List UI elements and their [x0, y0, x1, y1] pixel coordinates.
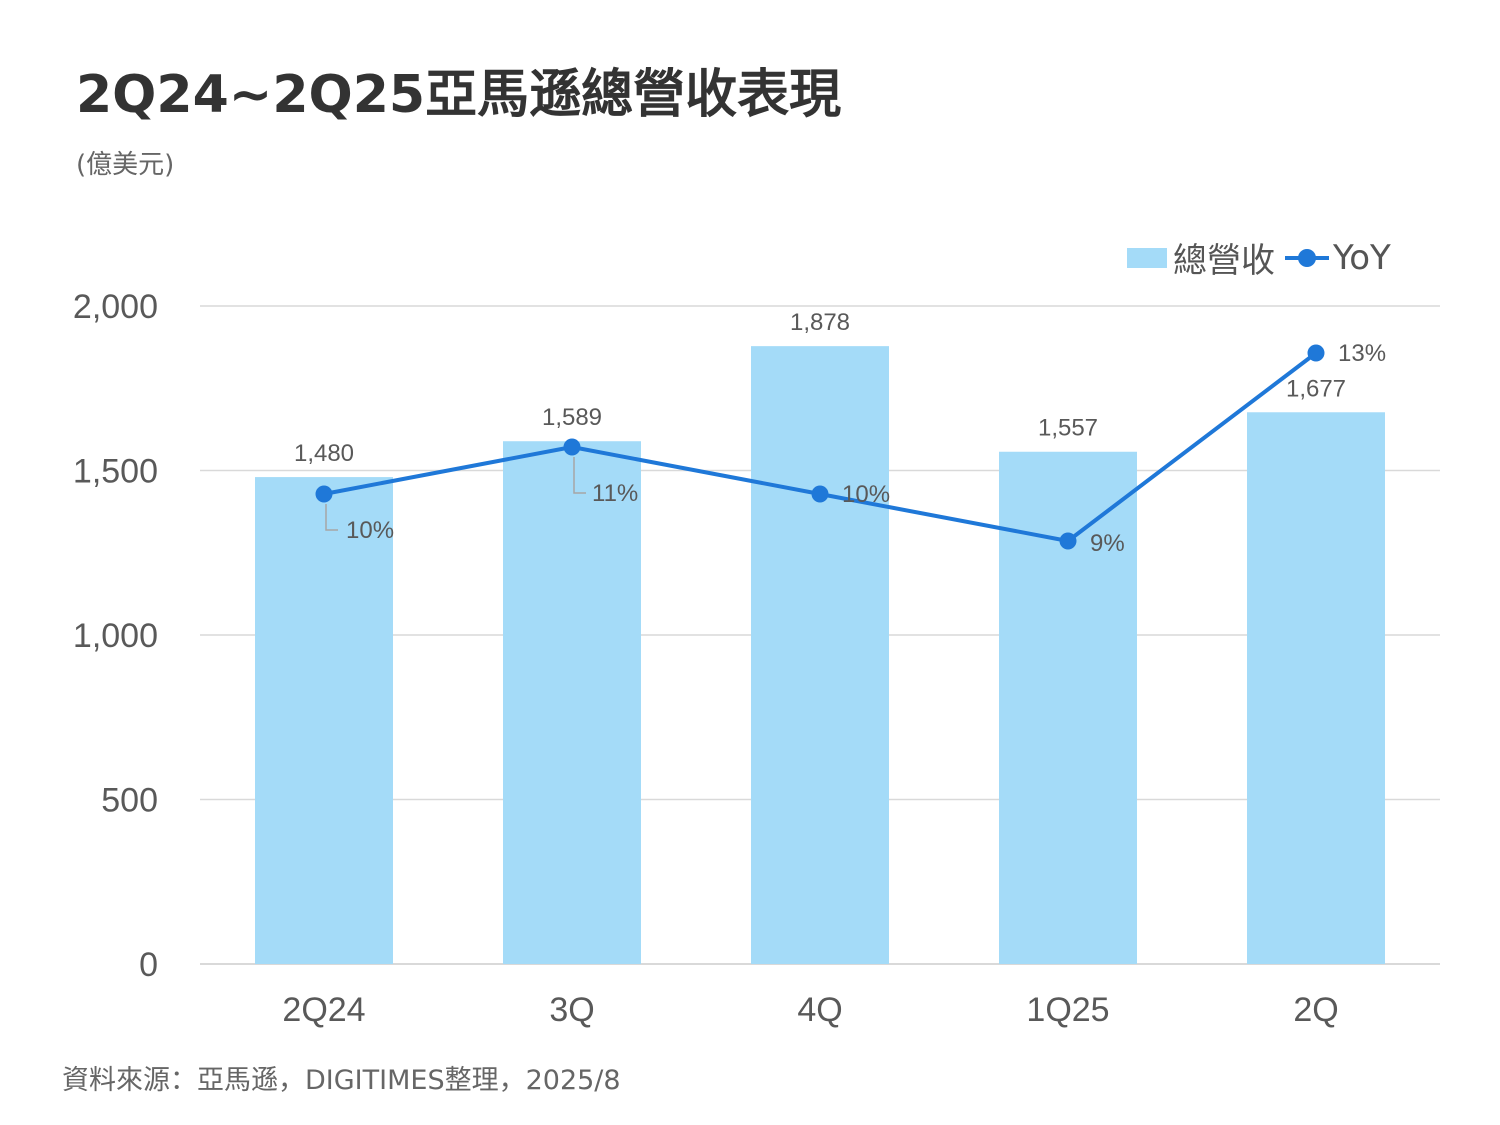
- revenue-bar: [751, 346, 889, 964]
- x-tick-label: 1Q25: [1026, 991, 1109, 1029]
- label-layer: 1,480 1,589 1,878 1,557 1,677 10% 11% 10% 9% 13%: [294, 309, 1386, 557]
- bar-value-label: 1,589: [542, 404, 602, 431]
- revenue-bar: [255, 477, 393, 964]
- yoy-label-leader: [325, 504, 338, 531]
- y-tick-label: 2,000: [73, 288, 158, 326]
- yoy-value-label: 9%: [1090, 530, 1125, 557]
- bar-value-label: 1,480: [294, 440, 354, 467]
- yoy-value-label: 10%: [842, 481, 890, 508]
- line-layer: [315, 344, 1325, 550]
- legend-bar-swatch: [1127, 247, 1167, 268]
- legend-line-marker-icon: [1285, 248, 1329, 268]
- revenue-bar: [1247, 412, 1385, 965]
- x-tick-label: 3Q: [549, 991, 594, 1029]
- yoy-point: [563, 438, 581, 456]
- x-tick-label: 2Q: [1293, 991, 1338, 1029]
- revenue-bar: [503, 441, 641, 964]
- leader-layer: [325, 457, 586, 531]
- revenue-bar: [999, 451, 1137, 964]
- legend: 總營收 YoY: [1127, 233, 1391, 282]
- yoy-value-label: 10%: [346, 517, 394, 544]
- legend-line-label: YoY: [1333, 237, 1391, 278]
- bar-layer: [255, 346, 1385, 965]
- x-tick-label: 2Q24: [282, 991, 365, 1029]
- yoy-label-leader: [573, 457, 586, 494]
- yoy-point: [811, 485, 829, 503]
- yoy-point: [1307, 344, 1325, 362]
- yoy-value-label: 11%: [592, 480, 638, 507]
- yoy-point: [315, 485, 333, 503]
- bar-value-label: 1,557: [1038, 415, 1098, 442]
- bar-value-label: 1,878: [790, 309, 850, 336]
- bar-value-label: 1,677: [1286, 375, 1346, 402]
- y-tick-label: 1,500: [73, 453, 158, 491]
- x-tick-label: 4Q: [797, 991, 842, 1029]
- legend-bar-label: 總營收: [1173, 241, 1275, 281]
- source-note: 資料來源：亞馬遜，DIGITIMES整理，2025/8: [62, 1065, 621, 1096]
- yoy-value-label: 13%: [1338, 340, 1386, 367]
- y-tick-label: 1,000: [73, 617, 158, 655]
- y-tick-label: 500: [101, 782, 158, 820]
- y-tick-label: 0: [139, 946, 158, 984]
- unit-label: (億美元): [76, 150, 175, 180]
- chart-title: 2Q24~2Q25亞馬遜總營收表現: [76, 65, 842, 125]
- yoy-point: [1059, 532, 1077, 550]
